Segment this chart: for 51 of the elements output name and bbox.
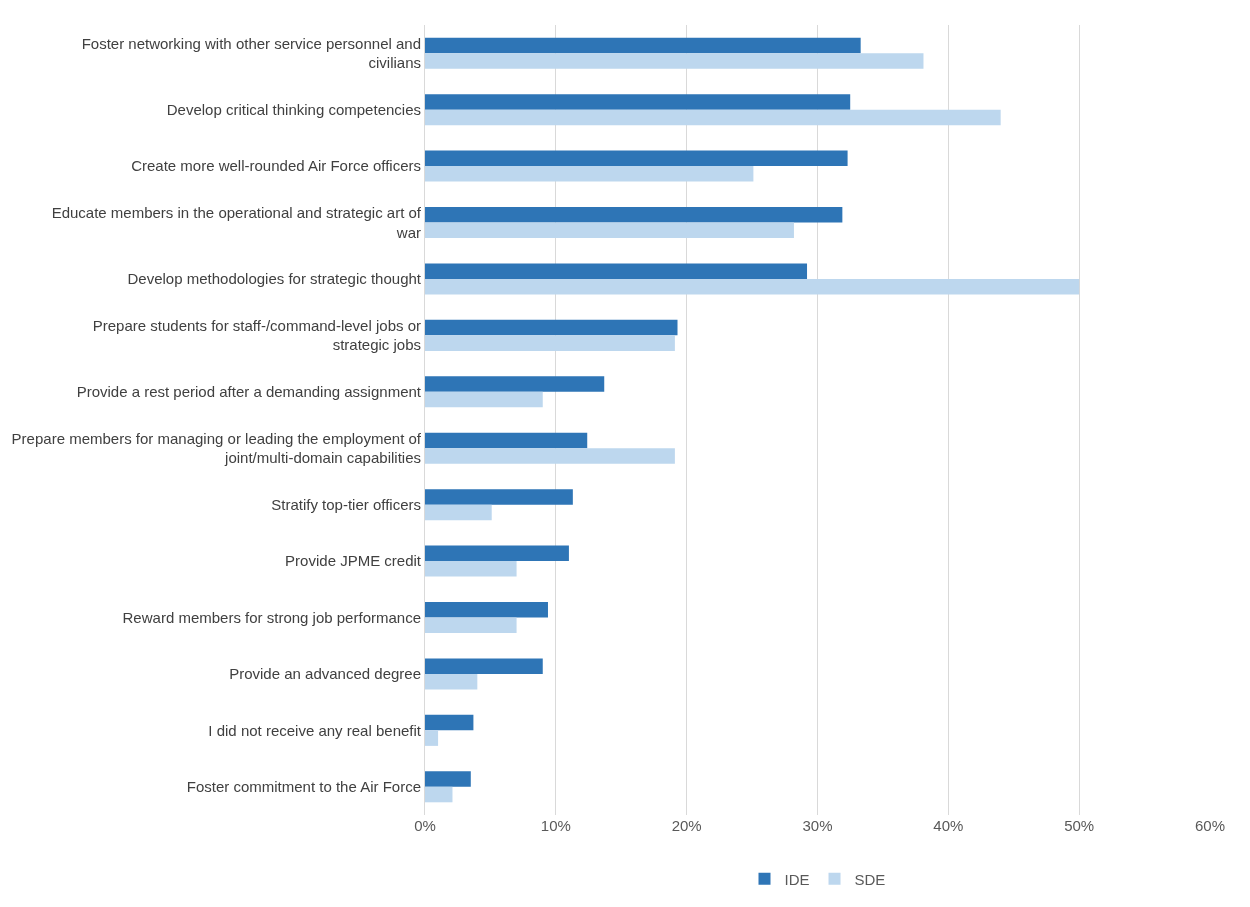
bar xyxy=(425,53,924,69)
y-tick-label: Prepare students for staff-/command-level jobs or strategic jobs xyxy=(92,316,421,354)
bar xyxy=(425,714,474,731)
y-tick-label: Create more well-rounded Air Force officers xyxy=(131,157,421,175)
bar xyxy=(425,222,794,239)
y-tick-label: Educate members in the operational and strategic art of war xyxy=(51,204,422,241)
bar xyxy=(425,504,492,521)
x-tick-label: 50% xyxy=(1064,817,1095,834)
y-tick-label: Develop critical thinking competencies xyxy=(166,100,421,118)
bar xyxy=(425,109,1001,126)
x-tick-label: 40% xyxy=(933,817,964,834)
bar xyxy=(425,376,605,392)
y-tick-label: Provide an advanced degree xyxy=(229,665,421,683)
bar xyxy=(425,658,543,674)
bar xyxy=(425,206,843,223)
x-tick-label: 20% xyxy=(671,817,702,834)
x-tick-label: 0% xyxy=(414,817,436,834)
y-tick-label: I did not receive any real benefit xyxy=(208,721,422,739)
bar xyxy=(425,617,517,634)
bar xyxy=(425,489,573,505)
bar xyxy=(425,319,678,336)
y-tick-label: Prepare members for managing or leading the employment of joint/multi-domain capabilities xyxy=(11,429,422,467)
bar xyxy=(425,166,754,182)
bar xyxy=(425,94,851,110)
y-tick-label: Stratify top-tier officers xyxy=(271,495,421,513)
bar xyxy=(425,391,543,408)
x-tick-label: 10% xyxy=(540,817,571,834)
bar xyxy=(425,335,675,351)
bar xyxy=(425,771,471,787)
bar xyxy=(425,673,478,690)
bar xyxy=(425,448,675,464)
bar xyxy=(425,150,848,167)
bar xyxy=(425,561,517,577)
bar xyxy=(425,37,861,54)
bar xyxy=(425,278,1080,295)
x-tick-label: 60% xyxy=(1194,817,1226,834)
y-tick-label: Reward members for strong job performance xyxy=(122,608,421,626)
bar xyxy=(425,545,569,562)
legend-label: IDE xyxy=(784,870,810,888)
legend-label: SDE xyxy=(854,870,886,888)
x-tick-label: 30% xyxy=(802,817,833,834)
bar xyxy=(425,263,808,279)
bar xyxy=(425,601,548,618)
bar xyxy=(425,432,588,449)
y-tick-label: Foster commitment to the Air Force xyxy=(186,778,421,796)
bar xyxy=(425,786,453,803)
y-tick-label: Provide JPME credit xyxy=(285,552,422,570)
y-tick-label: Provide a rest period after a demanding assignment xyxy=(76,383,422,401)
y-tick-label: Develop methodologies for strategic thought xyxy=(127,270,422,288)
bar xyxy=(425,730,439,746)
y-tick-label: Foster networking with other service personnel and civilians xyxy=(81,34,421,72)
